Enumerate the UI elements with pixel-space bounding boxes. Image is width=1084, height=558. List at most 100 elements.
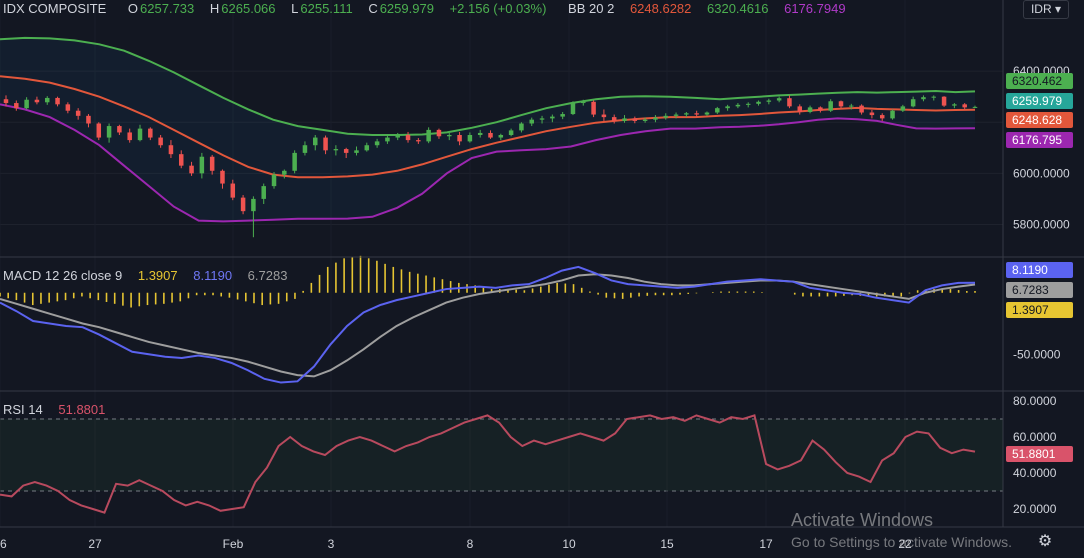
- candle-body: [910, 99, 916, 107]
- candle-body: [622, 118, 627, 121]
- high-label: H: [209, 1, 220, 16]
- candle-body: [333, 149, 339, 151]
- candle-body: [148, 128, 153, 138]
- candle-body: [715, 108, 720, 113]
- candle-body: [447, 135, 452, 137]
- candle-body: [508, 130, 514, 135]
- candle-body: [725, 106, 730, 109]
- rsi-legend: RSI 14 51.8801: [3, 402, 107, 417]
- candle-body: [343, 149, 349, 153]
- macd-hist-tag: 1.3907: [1006, 302, 1073, 318]
- candle-body: [405, 135, 411, 141]
- bb-basis-price-tag: 6248.628: [1006, 112, 1073, 128]
- candle-body: [591, 101, 596, 115]
- candle-body: [24, 99, 29, 109]
- candle-body: [292, 152, 297, 171]
- chevron-down-icon: ▾: [1054, 2, 1062, 16]
- close-label: C: [368, 1, 378, 16]
- currency-label: IDR: [1030, 2, 1052, 16]
- candle-body: [75, 110, 81, 116]
- candlestick-series: [3, 95, 978, 238]
- bollinger-lower-line: [0, 103, 976, 223]
- currency-selector-button[interactable]: IDR ▾: [1023, 0, 1069, 19]
- candle-body: [220, 170, 225, 184]
- candle-body: [704, 112, 710, 115]
- candle-body: [488, 132, 493, 138]
- rsi-label[interactable]: RSI 14: [3, 402, 43, 417]
- time-tick-label: 15: [660, 537, 674, 551]
- settings-gear-icon[interactable]: ⚙: [1037, 533, 1053, 550]
- candle-body: [797, 106, 803, 112]
- candle-body: [756, 101, 761, 104]
- rsi-tick-label: 80.0000: [1013, 394, 1057, 408]
- candle-body: [642, 119, 648, 121]
- rsi-value-tag: 51.8801: [1006, 446, 1073, 462]
- candle-body: [127, 132, 132, 141]
- candle-body: [457, 135, 462, 142]
- open-value: 6257.733: [140, 1, 195, 16]
- time-tick-label: 8: [467, 537, 474, 551]
- high-value: 6265.066: [221, 1, 276, 16]
- bb-lower-price-tag: 6176.795: [1006, 132, 1073, 148]
- macd-value: 8.1190: [193, 268, 233, 283]
- candle-body: [560, 114, 565, 117]
- candle-body: [374, 141, 380, 146]
- bollinger-band-fill: [0, 37, 975, 222]
- symbol-name[interactable]: IDX COMPOSITE: [3, 1, 107, 16]
- price-tick-label: 5800.0000: [1013, 217, 1070, 231]
- time-tick-label: 27: [88, 537, 102, 551]
- candle-body: [972, 106, 978, 108]
- candle-body: [302, 145, 308, 153]
- candle-body: [86, 115, 91, 124]
- candle-body: [539, 118, 545, 120]
- macd-signal-tag: 6.7283: [1006, 282, 1073, 298]
- candle-body: [828, 101, 833, 111]
- candle-body: [385, 137, 390, 142]
- low-label: L: [291, 1, 299, 16]
- candle-body: [632, 118, 638, 121]
- candle-body: [838, 101, 844, 107]
- candle-body: [426, 129, 431, 142]
- bb-basis-value: 6248.6282: [629, 1, 692, 16]
- time-tick-label: 3: [328, 537, 335, 551]
- activate-windows-title: Activate Windows: [791, 510, 934, 530]
- time-tick-label: 17: [759, 537, 773, 551]
- candle-body: [158, 137, 163, 146]
- bb-upper-price-tag: 6320.462: [1006, 73, 1073, 89]
- candle-body: [3, 99, 9, 104]
- last-price-tag: 6259.979: [1006, 93, 1073, 109]
- macd-label[interactable]: MACD 12 26 close 9: [3, 268, 123, 283]
- time-tick-label: 10: [562, 537, 576, 551]
- candle-body: [745, 103, 751, 105]
- bb-lower-value: 6176.7949: [784, 1, 846, 16]
- candle-body: [653, 117, 658, 120]
- candle-body: [869, 112, 875, 116]
- candle-body: [230, 183, 236, 198]
- macd-signal-line: [0, 273, 976, 378]
- candle-body: [601, 114, 607, 118]
- bb-upper-value: 6320.4616: [707, 1, 769, 16]
- rsi-tick-label: 20.0000: [1013, 502, 1057, 516]
- candle-body: [96, 123, 102, 138]
- candle-body: [313, 137, 318, 146]
- candle-body: [44, 97, 50, 103]
- candle-body: [364, 145, 370, 151]
- candle-body: [168, 145, 174, 155]
- candle-body: [498, 135, 504, 138]
- candle-body: [787, 98, 792, 107]
- candle-body: [941, 96, 947, 106]
- bb-label[interactable]: BB 20 2: [568, 1, 615, 16]
- candle-body: [209, 156, 215, 171]
- change-value: +2.156 (+0.03%): [449, 1, 547, 16]
- candle-body: [550, 116, 555, 119]
- candle-body: [106, 126, 112, 138]
- rsi-tick-label: 40.0000: [1013, 466, 1057, 480]
- candle-body: [436, 129, 442, 137]
- candle-body: [890, 110, 895, 119]
- rsi-value: 51.8801: [58, 402, 106, 417]
- low-value: 6255.111: [300, 1, 353, 16]
- candle-body: [240, 197, 246, 212]
- candle-body: [570, 103, 576, 115]
- main-legend: IDX COMPOSITE O 6257.733 H 6265.066 L 6255.…: [3, 1, 848, 16]
